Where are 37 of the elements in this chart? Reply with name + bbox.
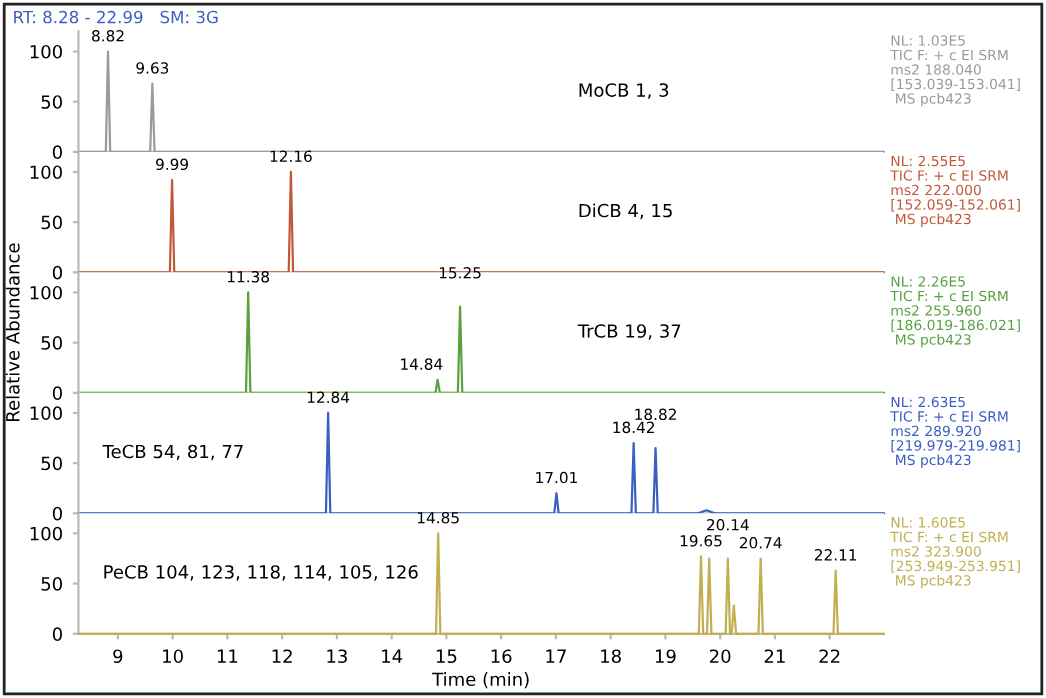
y-tick-label: 0 <box>52 145 62 159</box>
x-tick-label: 18 <box>601 649 621 664</box>
y-tick-label: 0 <box>52 506 62 521</box>
text: PeCB 104, 123, 118, 114, 105, 126 <box>104 565 418 581</box>
x-tick-label: 21 <box>764 649 785 663</box>
y-tick-label: 0 <box>52 386 62 400</box>
text: MoCB 1, 3 <box>579 83 669 99</box>
y-tick-label: 50 <box>41 577 62 591</box>
y-tick-label: 50 <box>41 336 62 350</box>
x-tick-label: 13 <box>327 649 347 664</box>
y-tick-label: 0 <box>52 627 62 641</box>
x-axis-title: Time (min) <box>432 672 529 689</box>
x-tick-label: 10 <box>163 649 183 664</box>
y-tick-label: 50 <box>41 95 62 109</box>
x-tick-label: 11 <box>217 649 238 663</box>
x-tick-label: 15 <box>436 649 457 664</box>
x-tick-label: 22 <box>819 649 840 663</box>
y-tick-label: 100 <box>30 285 62 300</box>
y-tick-label: 100 <box>30 165 62 180</box>
x-tick-label: 20 <box>709 649 731 664</box>
y-tick-label: 0 <box>52 265 62 280</box>
text: TrCB 19, 37 <box>577 324 681 340</box>
text: DiCB 4, 15 <box>579 203 672 220</box>
y-tick-label: 100 <box>30 406 62 421</box>
y-tick-label: 50 <box>41 456 62 471</box>
y-axis-title: Relative Abundance <box>5 243 20 421</box>
y-tick-label: 100 <box>30 44 62 59</box>
x-tick-label: 14 <box>382 649 403 663</box>
text: TeCB 54, 81, 77 <box>102 444 243 461</box>
x-tick-label: 12 <box>272 649 292 663</box>
text: RT: 8.28 - 22.99 SM: 3G <box>14 10 218 24</box>
y-tick-label: 50 <box>41 215 62 230</box>
x-tick-label: 17 <box>546 649 566 663</box>
y-tick-label: 100 <box>30 526 62 541</box>
x-tick-label: 19 <box>655 649 676 664</box>
x-tick-label: 16 <box>491 649 512 664</box>
x-tick-label: 9 <box>113 649 123 664</box>
